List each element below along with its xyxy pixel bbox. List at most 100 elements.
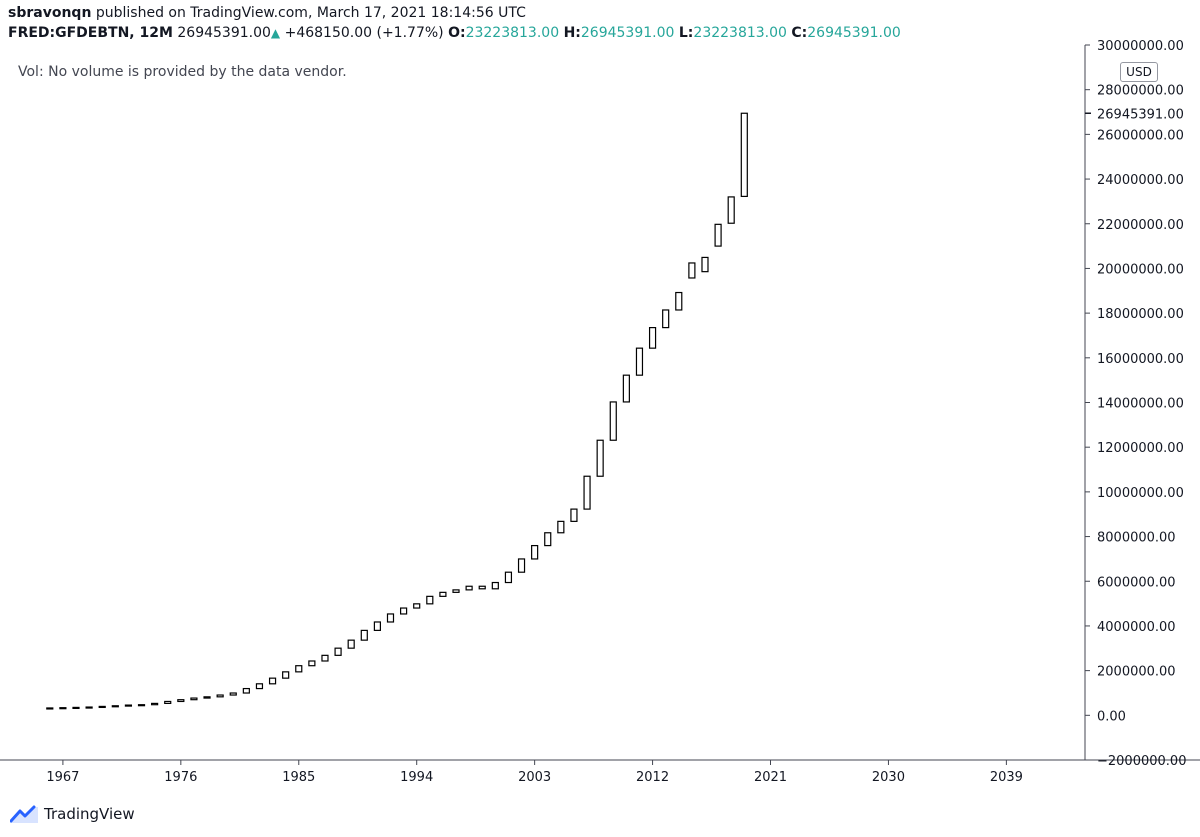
- candle[interactable]: [151, 702, 159, 706]
- candle[interactable]: [268, 677, 277, 685]
- candle[interactable]: [203, 696, 211, 699]
- low-label: L:: [678, 25, 694, 41]
- volume-note: Vol: No volume is provided by the data v…: [18, 64, 347, 80]
- x-tick-label: 1985: [282, 770, 315, 785]
- y-tick-label: 0.00: [1097, 709, 1126, 724]
- open-value: 23223813.00: [465, 25, 560, 41]
- brand-footer[interactable]: TradingView: [10, 804, 135, 824]
- candle[interactable]: [583, 475, 591, 510]
- candle[interactable]: [504, 571, 513, 584]
- x-tick-label: 1994: [400, 770, 433, 785]
- y-tick-label: 30000000.00: [1097, 39, 1184, 54]
- candle[interactable]: [675, 291, 683, 311]
- y-tick-label: 26000000.00: [1097, 128, 1184, 143]
- high-value: 26945391.00: [580, 25, 675, 41]
- candle[interactable]: [491, 581, 499, 590]
- candle[interactable]: [557, 520, 565, 534]
- y-tick-label: 6000000.00: [1097, 575, 1176, 590]
- y-tick-label: 2000000.00: [1097, 665, 1176, 680]
- candle[interactable]: [478, 585, 486, 590]
- last-price-label: 26945391.00: [1097, 107, 1184, 122]
- y-tick-label: 4000000.00: [1097, 620, 1176, 635]
- candle[interactable]: [439, 591, 447, 597]
- candle[interactable]: [701, 256, 709, 273]
- candle[interactable]: [413, 603, 421, 609]
- y-tick-label: 28000000.00: [1097, 84, 1184, 99]
- candle[interactable]: [360, 629, 368, 641]
- candle[interactable]: [216, 694, 224, 698]
- candle[interactable]: [177, 699, 185, 703]
- candle[interactable]: [570, 508, 578, 522]
- candle[interactable]: [164, 700, 172, 705]
- y-tick-label: 22000000.00: [1097, 218, 1184, 233]
- close-label: C:: [791, 25, 808, 41]
- y-tick-label: 20000000.00: [1097, 262, 1184, 277]
- x-tick-label: 2039: [990, 770, 1023, 785]
- last-price-marker: 26945391.00: [1085, 107, 1184, 122]
- price-axis[interactable]: −2000000.00 0.00 2000000.00 4000000.00 60000…: [1085, 39, 1186, 769]
- candle[interactable]: [85, 706, 93, 709]
- candle[interactable]: [282, 671, 290, 679]
- candle[interactable]: [321, 654, 329, 662]
- candle[interactable]: [609, 401, 617, 441]
- y-tick-label: −2000000.00: [1097, 754, 1186, 769]
- low-value: 23223813.00: [693, 25, 787, 41]
- candle[interactable]: [190, 697, 198, 701]
- up-arrow-icon: ▲: [270, 26, 281, 40]
- candle[interactable]: [111, 705, 119, 708]
- author-name[interactable]: sbravonqn: [8, 5, 92, 21]
- candle[interactable]: [242, 687, 250, 694]
- x-tick-label: 2003: [518, 770, 551, 785]
- candle[interactable]: [373, 621, 381, 631]
- x-tick-label: 2012: [636, 770, 669, 785]
- y-tick-label: 8000000.00: [1097, 531, 1176, 546]
- candles[interactable]: [46, 112, 748, 710]
- y-tick-label: 12000000.00: [1097, 441, 1184, 456]
- symbol-label[interactable]: FRED:GFDEBTN, 12M: [8, 25, 173, 41]
- candle[interactable]: [648, 327, 657, 349]
- candle[interactable]: [46, 707, 54, 710]
- high-label: H:: [563, 25, 581, 41]
- candle[interactable]: [531, 544, 539, 560]
- candle[interactable]: [544, 532, 552, 547]
- candle[interactable]: [386, 613, 395, 623]
- x-tick-label: 1976: [164, 770, 197, 785]
- candle[interactable]: [229, 692, 237, 696]
- candle[interactable]: [622, 374, 630, 403]
- y-tick-label: 18000000.00: [1097, 307, 1184, 322]
- candle[interactable]: [727, 196, 735, 224]
- publish-info: sbravonqn published on TradingView.com, …: [8, 5, 526, 21]
- x-tick-label: 2030: [872, 770, 905, 785]
- x-tick-label: 1967: [46, 770, 79, 785]
- candle[interactable]: [72, 706, 80, 710]
- candle[interactable]: [124, 704, 133, 707]
- candle[interactable]: [662, 309, 670, 329]
- y-tick-label: 14000000.00: [1097, 397, 1184, 412]
- candle[interactable]: [714, 223, 722, 247]
- candle[interactable]: [295, 665, 303, 673]
- tradingview-logo-icon: [10, 805, 38, 823]
- candle[interactable]: [740, 112, 748, 198]
- candle[interactable]: [98, 705, 106, 709]
- candle[interactable]: [347, 639, 355, 649]
- candle[interactable]: [426, 595, 434, 605]
- y-tick-label: 16000000.00: [1097, 352, 1184, 367]
- brand-name: TradingView: [44, 805, 135, 823]
- candle[interactable]: [452, 589, 460, 593]
- candle[interactable]: [465, 585, 473, 591]
- candle[interactable]: [334, 647, 342, 656]
- symbol-legend: FRED:GFDEBTN, 12M 26945391.00▲ +468150.0…: [8, 25, 901, 41]
- candle[interactable]: [517, 558, 526, 573]
- currency-badge[interactable]: USD: [1120, 62, 1158, 82]
- candle[interactable]: [399, 607, 408, 615]
- candle[interactable]: [308, 660, 316, 667]
- candle[interactable]: [255, 683, 264, 690]
- candle[interactable]: [596, 439, 604, 477]
- plot-frame: [0, 45, 1200, 761]
- candle[interactable]: [688, 262, 696, 279]
- candle[interactable]: [635, 347, 644, 376]
- candle[interactable]: [59, 707, 67, 710]
- time-axis[interactable]: 1967 1976 1985 1994 2003 2012 2021 2030 2039: [46, 760, 1023, 785]
- candle[interactable]: [137, 704, 146, 707]
